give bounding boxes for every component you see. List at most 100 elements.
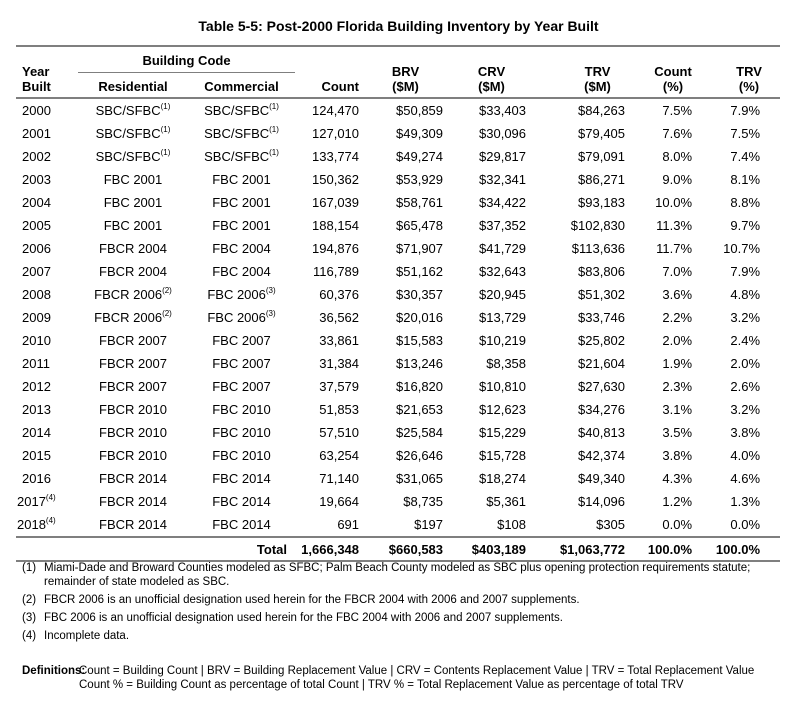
trv-pct-text: 7.9% [730, 264, 761, 279]
table-row: 2001 SBC/SFBC(1) SBC/SFBC(1) 127,010 $49,309… [16, 122, 780, 145]
commercial-code-text: FBC 2014 [212, 471, 271, 486]
brv: $31,065 [368, 467, 450, 490]
count-pct-text: 2.2% [662, 310, 693, 325]
footnote-ref: (1) [160, 148, 171, 157]
count-pct: 1.2% [632, 490, 700, 513]
building-inventory-table: Year Built Building Code Count BRV ($M) C… [16, 45, 781, 562]
header-building-code: Building Code [78, 53, 296, 73]
brv-text: $65,478 [396, 218, 444, 233]
year-built: 2013 [16, 398, 78, 421]
footnote-number: (3) [22, 612, 37, 624]
trv: $42,374 [533, 444, 632, 467]
year-built: 2004 [16, 191, 78, 214]
commercial-code: FBC 2014 [188, 490, 295, 513]
trv-pct: 0.0% [700, 513, 780, 537]
commercial-code-text: FBC 2010 [212, 425, 271, 440]
count-pct: 11.7% [632, 237, 700, 260]
brv: $53,929 [368, 168, 450, 191]
definitions-label: Definitions: [22, 665, 86, 677]
crv-text: $108 [497, 517, 527, 532]
count-text: 194,876 [312, 241, 360, 256]
crv: $10,219 [450, 329, 533, 352]
trv-pct-text: 9.7% [730, 218, 761, 233]
commercial-code-text: SBC/SFBC [204, 103, 270, 118]
crv: $10,810 [450, 375, 533, 398]
residential-code-text: FBCR 2014 [99, 494, 167, 509]
crv-text: $33,403 [479, 103, 527, 118]
count-pct: 7.6% [632, 122, 700, 145]
footnote-ref: (1) [269, 125, 279, 134]
table-row: 2007 FBCR 2004 FBC 2004 116,789 $51,162 $32,6… [16, 260, 780, 283]
crv: $18,274 [450, 467, 533, 490]
residential-code: FBCR 2006(2) [78, 283, 188, 306]
residential-code: FBCR 2006(2) [78, 306, 188, 329]
commercial-code: SBC/SFBC(1) [188, 145, 295, 168]
year-built: 2014 [16, 421, 78, 444]
brv-text: $26,646 [396, 448, 444, 463]
brv-text: $50,859 [396, 103, 444, 118]
residential-code-text: FBC 2001 [103, 195, 163, 210]
residential-code: SBC/SFBC(1) [78, 122, 188, 145]
count-text: 691 [337, 517, 360, 532]
footnote-number: (1) [22, 562, 37, 574]
count: 133,774 [295, 145, 368, 168]
table-body: 2000 SBC/SFBC(1) SBC/SFBC(1) 124,470 $50,859… [16, 98, 780, 537]
header-count-pct-label: Count [654, 64, 692, 79]
trv-text: $84,263 [578, 103, 626, 118]
year-built-text: 2004 [22, 195, 51, 210]
crv-text: $15,728 [479, 448, 527, 463]
brv: $49,274 [368, 145, 450, 168]
brv-text: $13,246 [396, 356, 444, 371]
table-row: 2016 FBCR 2014 FBC 2014 71,140 $31,065 $18,27… [16, 467, 780, 490]
commercial-code-text: FBC 2001 [212, 218, 271, 233]
trv-pct-text: 3.2% [730, 402, 761, 417]
year-built: 2009 [16, 306, 78, 329]
footnote-ref: (4) [45, 516, 56, 525]
commercial-code: FBC 2007 [188, 352, 295, 375]
count-pct-text: 3.6% [662, 287, 693, 302]
trv-text: $21,604 [578, 356, 626, 371]
commercial-code: FBC 2007 [188, 375, 295, 398]
table-row: 2013 FBCR 2010 FBC 2010 51,853 $21,653 $12,62… [16, 398, 780, 421]
table-row: 2017(4) FBCR 2014 FBC 2014 19,664 $8,735 $5,3… [16, 490, 780, 513]
trv-pct-text: 2.4% [730, 333, 761, 348]
count-pct: 7.0% [632, 260, 700, 283]
count-pct-text: 3.5% [662, 425, 693, 440]
count-text: 188,154 [312, 218, 360, 233]
trv-pct: 2.4% [700, 329, 780, 352]
residential-code: FBCR 2007 [78, 329, 188, 352]
table-row: 2015 FBCR 2010 FBC 2010 63,254 $26,646 $15,72… [16, 444, 780, 467]
header-year-built: Year Built [16, 45, 78, 99]
count-text: 124,470 [312, 103, 360, 118]
crv: $33,403 [450, 98, 533, 122]
count: 60,376 [295, 283, 368, 306]
count-pct-text: 7.0% [662, 264, 693, 279]
trv-pct: 10.7% [700, 237, 780, 260]
count-pct-text: 1.9% [662, 356, 693, 371]
count: 124,470 [295, 98, 368, 122]
commercial-code: FBC 2007 [188, 329, 295, 352]
trv-text: $83,806 [578, 264, 626, 279]
count-text: 36,562 [319, 310, 360, 325]
total-label: Total [188, 536, 296, 562]
trv-text: $33,746 [578, 310, 626, 325]
commercial-code-text: FBC 2014 [212, 517, 271, 532]
count-text: 71,140 [319, 471, 360, 486]
commercial-code-text: FBC 2007 [212, 356, 271, 371]
brv-text: $51,162 [396, 264, 444, 279]
total-row: Total 1,666,348 $660,583 $403,189 $1,063… [16, 536, 781, 562]
commercial-code: FBC 2014 [188, 513, 295, 537]
crv: $15,728 [450, 444, 533, 467]
count-text: 19,664 [319, 494, 360, 509]
footnote-text: Incomplete data. [44, 630, 130, 642]
residential-code: FBC 2001 [78, 214, 188, 237]
trv-pct: 9.7% [700, 214, 780, 237]
residential-code: FBCR 2014 [78, 490, 188, 513]
residential-code-text: FBC 2001 [103, 172, 163, 187]
crv: $12,623 [450, 398, 533, 421]
brv-text: $49,309 [396, 126, 444, 141]
year-built-text: 2016 [22, 471, 51, 486]
residential-code-text: FBCR 2007 [99, 379, 167, 394]
year-built-text: 2008 [22, 287, 51, 302]
crv-text: $20,945 [479, 287, 527, 302]
